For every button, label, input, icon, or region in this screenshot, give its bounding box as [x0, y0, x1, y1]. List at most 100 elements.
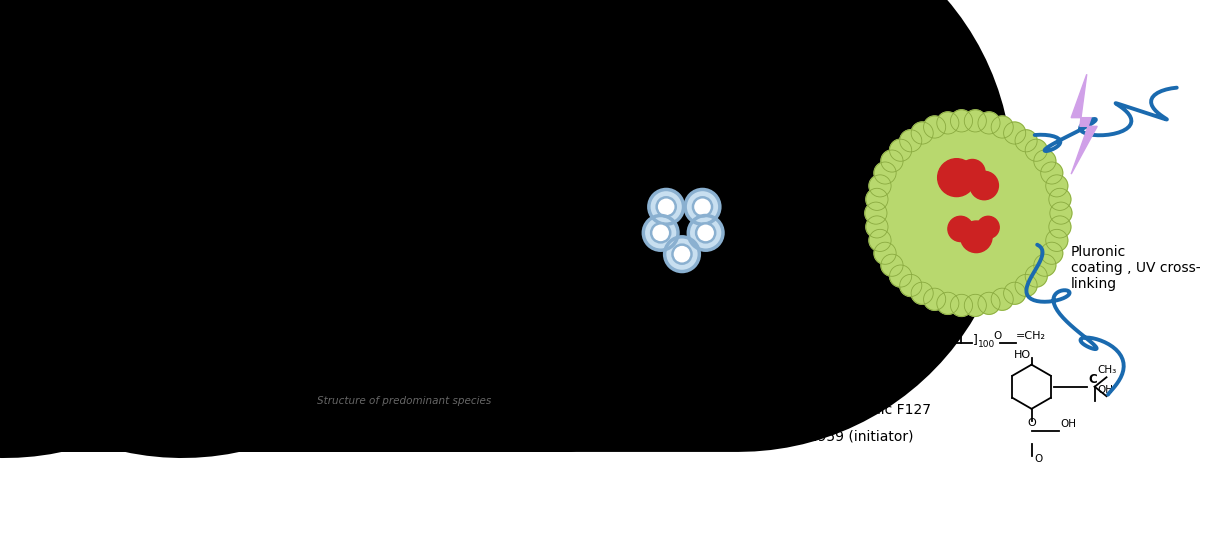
- Polygon shape: [649, 197, 728, 284]
- Text: O: O: [470, 364, 479, 375]
- Text: O: O: [1028, 418, 1037, 428]
- Text: CH₃: CH₃: [1097, 364, 1117, 375]
- Polygon shape: [463, 194, 543, 284]
- Circle shape: [1049, 188, 1071, 211]
- Text: Di-acrylated pluronic F127: Di-acrylated pluronic F127: [747, 403, 932, 416]
- Text: Dry with
N2 gas.: Dry with N2 gas.: [389, 189, 448, 220]
- Circle shape: [1025, 139, 1048, 161]
- Circle shape: [1040, 162, 1062, 184]
- Text: O: O: [528, 329, 537, 339]
- Circle shape: [1034, 254, 1056, 276]
- Text: N: N: [551, 324, 563, 337]
- Circle shape: [911, 282, 933, 304]
- Circle shape: [1003, 122, 1025, 144]
- Text: O: O: [470, 326, 479, 336]
- Text: CH₃: CH₃: [896, 353, 915, 363]
- Circle shape: [693, 197, 712, 217]
- Text: 100: 100: [875, 340, 892, 350]
- Circle shape: [865, 188, 888, 211]
- Circle shape: [1016, 275, 1038, 296]
- Text: [: [: [894, 332, 900, 347]
- Circle shape: [874, 242, 896, 264]
- Polygon shape: [463, 103, 543, 194]
- Text: O: O: [499, 331, 507, 341]
- Circle shape: [970, 171, 998, 200]
- Circle shape: [881, 254, 904, 276]
- Text: 100: 100: [977, 340, 995, 350]
- Polygon shape: [649, 103, 728, 197]
- Polygon shape: [302, 103, 380, 208]
- Text: Pluronic
coating , UV cross-
linking: Pluronic coating , UV cross- linking: [1071, 245, 1200, 291]
- Circle shape: [900, 275, 922, 296]
- Text: HO: HO: [1013, 350, 1030, 360]
- Circle shape: [865, 202, 888, 224]
- Polygon shape: [302, 208, 380, 284]
- Text: ⁺: ⁺: [566, 317, 572, 327]
- Circle shape: [649, 189, 683, 224]
- Text: O: O: [467, 376, 475, 386]
- Circle shape: [1025, 265, 1048, 287]
- Circle shape: [923, 116, 945, 138]
- Text: P: P: [512, 322, 522, 335]
- Circle shape: [874, 119, 1064, 308]
- Text: Hydration
with DIW by using
Sonication.: Hydration with DIW by using Sonication.: [554, 185, 680, 232]
- Text: ]: ]: [870, 333, 875, 346]
- Circle shape: [688, 216, 723, 250]
- Circle shape: [890, 139, 912, 161]
- Text: H₂C=: H₂C=: [747, 334, 778, 345]
- Circle shape: [964, 110, 986, 132]
- Text: =CH₂: =CH₂: [1016, 331, 1046, 341]
- Circle shape: [1034, 150, 1056, 172]
- Circle shape: [923, 288, 945, 310]
- Text: Lipid
solution.
(CHCl3): Lipid solution. (CHCl3): [276, 288, 335, 335]
- Circle shape: [900, 130, 922, 152]
- Text: [: [: [841, 332, 847, 347]
- Circle shape: [977, 216, 1000, 238]
- Circle shape: [665, 237, 699, 271]
- Circle shape: [865, 216, 888, 238]
- Text: O⁻: O⁻: [507, 341, 522, 351]
- Text: OH: OH: [1097, 385, 1113, 395]
- Text: Structure of predominant species: Structure of predominant species: [318, 396, 491, 406]
- Text: O: O: [787, 321, 795, 331]
- Text: O: O: [467, 313, 475, 323]
- Text: Hydrogenated Soybean Phosphatidylcholine
(HSPC) for Liposome.: Hydrogenated Soybean Phosphatidylcholine…: [298, 415, 606, 445]
- Circle shape: [651, 223, 670, 242]
- Text: Liposomes.: Liposomes.: [645, 288, 723, 302]
- Circle shape: [1046, 175, 1067, 197]
- Text: O: O: [479, 337, 486, 348]
- Circle shape: [960, 221, 992, 253]
- Text: O: O: [817, 331, 825, 341]
- Circle shape: [991, 116, 1013, 138]
- Text: ]: ]: [972, 333, 977, 346]
- Circle shape: [881, 150, 904, 172]
- Circle shape: [964, 294, 986, 316]
- Circle shape: [938, 159, 975, 196]
- Circle shape: [950, 110, 972, 132]
- Text: O: O: [993, 331, 1002, 341]
- Circle shape: [672, 245, 692, 264]
- Circle shape: [991, 288, 1013, 310]
- Circle shape: [937, 112, 959, 134]
- Text: O: O: [953, 321, 960, 331]
- Circle shape: [644, 216, 678, 250]
- Text: Size control
with mini-
Extruder (less
than 800nm): Size control with mini- Extruder (less t…: [736, 185, 832, 248]
- Text: ]: ]: [921, 333, 926, 346]
- Text: 65: 65: [927, 340, 938, 350]
- Circle shape: [869, 229, 891, 252]
- Circle shape: [1016, 130, 1038, 152]
- Circle shape: [950, 294, 972, 316]
- Circle shape: [1040, 242, 1062, 264]
- Text: [: [: [943, 332, 949, 347]
- Circle shape: [869, 175, 891, 197]
- Circle shape: [911, 122, 933, 144]
- Text: Lipid film.: Lipid film.: [465, 288, 533, 302]
- Circle shape: [1050, 202, 1072, 224]
- Circle shape: [696, 223, 715, 242]
- Circle shape: [874, 162, 896, 184]
- Circle shape: [890, 265, 912, 287]
- Text: H: H: [479, 355, 486, 365]
- Circle shape: [948, 216, 974, 242]
- Circle shape: [977, 112, 1000, 134]
- Circle shape: [686, 189, 720, 224]
